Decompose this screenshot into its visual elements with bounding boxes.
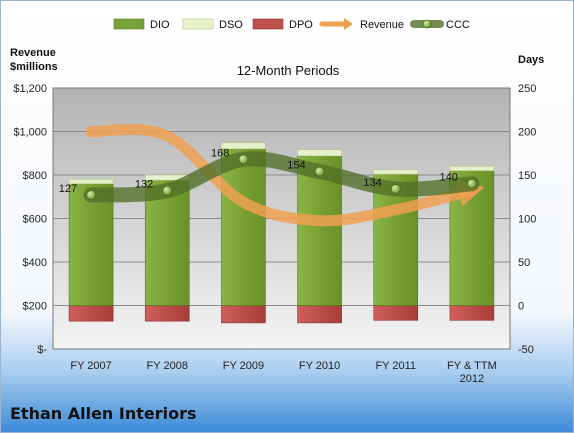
legend-swatch-dpo — [252, 18, 284, 30]
bar-dpo — [297, 305, 342, 324]
ccc-data-label: 154 — [287, 160, 305, 172]
bar-dpo — [373, 305, 419, 321]
legend-label-dio: DIO — [150, 19, 170, 31]
ccc-point — [467, 178, 477, 189]
ccc-line — [83, 151, 480, 203]
category-label: FY 2011 — [375, 360, 416, 372]
right-axis-tick-label: 200 — [518, 127, 536, 139]
category-label: FY 2007 — [70, 360, 111, 372]
right-axis-title: Days — [518, 54, 544, 66]
bar-dpo — [221, 305, 266, 324]
bar-dpo — [68, 305, 114, 322]
left-axis-tick-label: $1,000 — [13, 127, 47, 139]
legend-swatch-ccc-dot — [422, 19, 432, 29]
ccc-point — [314, 166, 325, 177]
left-axis-title-unit: $millions — [10, 61, 58, 73]
legend-swatch-dso — [182, 18, 214, 30]
bar-dso — [297, 149, 342, 157]
ccc-data-label: 134 — [363, 177, 381, 189]
ccc-point — [390, 184, 401, 194]
legend-swatch-dio — [113, 18, 145, 30]
left-axis-tick-label: $- — [37, 344, 47, 356]
category-label: FY 2009 — [223, 360, 264, 372]
left-axis-tick-label: $600 — [23, 214, 47, 226]
left-axis-title: Revenue — [10, 47, 56, 59]
bar-dso — [221, 142, 266, 150]
ccc-data-label: 168 — [211, 147, 229, 159]
right-axis-tick-label: 50 — [518, 257, 530, 269]
company-name: Ethan Allen Interiors — [10, 404, 197, 423]
right-axis-tick-label: 100 — [518, 214, 536, 226]
bar-dpo — [144, 305, 190, 322]
category-label: 2012 — [460, 373, 484, 385]
left-axis-tick-label: $400 — [23, 257, 47, 269]
revenue-line — [85, 123, 485, 227]
legend-label-dpo: DPO — [289, 19, 313, 31]
legend: DIO DSO DPO Revenue CCC — [113, 18, 470, 31]
legend-swatch-revenue-head — [344, 18, 353, 30]
left-axis-tick-label: $1,200 — [13, 83, 47, 95]
bar-dio — [144, 179, 190, 306]
category-label: FY 2010 — [299, 360, 340, 372]
ccc-data-label: 127 — [59, 183, 77, 195]
chart-title: 12-Month Periods — [237, 63, 340, 78]
legend-label-dso: DSO — [219, 19, 243, 31]
right-axis-tick-label: 150 — [518, 170, 536, 182]
left-axis-tick-label: $200 — [23, 301, 47, 313]
right-axis-tick-label: 250 — [518, 83, 536, 95]
left-axis-tick-label: $800 — [23, 170, 47, 182]
legend-label-revenue: Revenue — [360, 19, 404, 31]
bar-dio — [221, 148, 266, 306]
category-label: FY 2008 — [147, 360, 188, 372]
bar-dso — [373, 169, 419, 175]
ccc-point — [238, 154, 249, 165]
ccc-point — [86, 190, 96, 200]
bar-dso — [68, 179, 114, 185]
bar-dso — [449, 166, 495, 171]
right-axis-tick-label: -50 — [518, 344, 534, 356]
ccc-data-label: 132 — [135, 179, 153, 191]
ccc-point — [162, 185, 173, 196]
bar-dpo — [449, 305, 495, 321]
category-label: FY & TTM — [447, 360, 497, 372]
ccc-data-label: 140 — [440, 172, 458, 184]
legend-label-ccc: CCC — [446, 19, 470, 31]
right-axis-tick-label: 0 — [518, 301, 524, 313]
